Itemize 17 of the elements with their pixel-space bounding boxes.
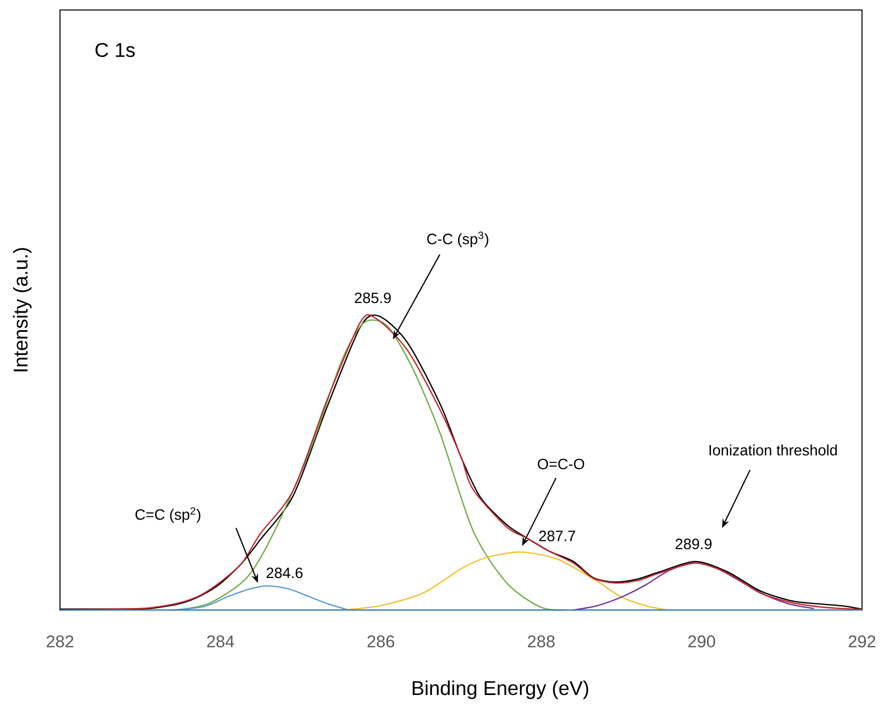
text: C 1s [96,42,135,58]
annotation: 287.7 [539,530,576,542]
x-tick-label: 286 [368,635,394,648]
annotation: C-C (sp$^{3}$) [427,232,488,248]
x-tick-label: 292 [848,635,876,648]
x-tick-label: 284 [207,635,234,648]
annotation: C=C (sp$^{2}$) [136,507,200,523]
x-tick-label: 290 [688,635,716,648]
x-tick-label: 282 [46,635,74,648]
annotation: 284.6 [266,568,303,578]
y-axis-title: Intensity (a.u.) [13,248,32,372]
x-tick-label: 288 [528,635,555,648]
x-axis-title: Binding Energy (eV) [412,680,588,700]
annotation: O=C-O [538,458,584,470]
annotation: Ionization threshold [710,444,837,456]
annotation: 285.9 [354,292,391,304]
annotation: 289.9 [676,538,712,550]
